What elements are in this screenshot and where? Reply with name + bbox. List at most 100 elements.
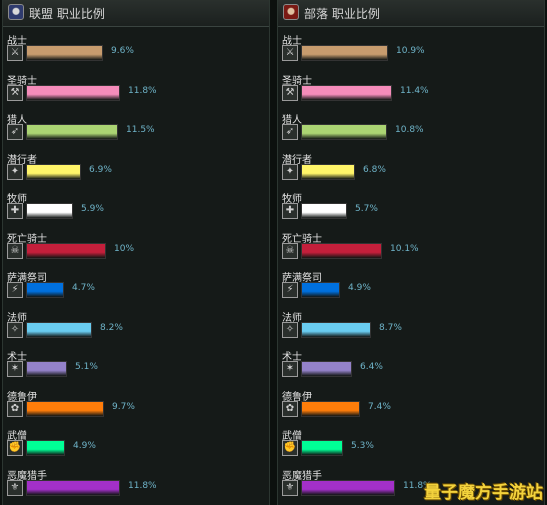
bar-track: 7.4% (301, 400, 481, 417)
percent-label: 9.6% (111, 46, 134, 56)
bar-track: 11.8% (26, 84, 206, 101)
class-bar (26, 400, 104, 417)
class-bar (26, 45, 103, 61)
pentagram-icon: ✶ (282, 361, 298, 377)
staff-icon: ✚ (282, 203, 298, 219)
class-bar (26, 282, 64, 298)
percent-label: 6.8% (363, 164, 386, 175)
totem-icon: ⚡ (282, 282, 298, 298)
class-bar (26, 163, 81, 180)
bar-track: 11.4% (301, 84, 481, 101)
percent-label: 6.4% (360, 362, 383, 372)
percent-label: 11.8% (128, 85, 157, 96)
bar-track: 9.7% (26, 400, 206, 417)
class-row: 死亡骑士 ☠ 10% (3, 230, 269, 268)
bar-track: 4.7% (26, 282, 206, 298)
class-bar (301, 163, 355, 180)
class-bar (26, 203, 73, 219)
class-row: 战士 ⚔ 9.6% (3, 32, 269, 70)
class-row: 术士 ✶ 5.1% (3, 348, 269, 386)
class-row: 战士 ⚔ 10.9% (278, 32, 544, 70)
percent-label: 5.3% (351, 441, 374, 451)
percent-label: 11.5% (126, 125, 155, 135)
hammer-icon: ⚒ (282, 84, 298, 101)
class-row: 潜行者 ✦ 6.8% (278, 151, 544, 189)
class-name-label: 死亡骑士 (7, 233, 47, 245)
class-bar (301, 440, 343, 456)
bar-track: 5.1% (26, 361, 206, 377)
bar-track: 5.7% (301, 203, 481, 219)
class-name-label: 圣骑士 (7, 75, 37, 87)
fist-icon: ✊ (282, 440, 298, 456)
class-name-label: 猎人 (282, 115, 302, 126)
wand-icon: ✧ (282, 321, 298, 338)
class-name-label: 战士 (282, 36, 302, 47)
class-bar (301, 45, 388, 61)
percent-label: 10.9% (396, 46, 425, 56)
percent-label: 10.8% (395, 125, 424, 135)
class-name-label: 恶魔猎手 (282, 470, 322, 482)
class-bar (301, 479, 395, 496)
class-bar (26, 361, 67, 377)
totem-icon: ⚡ (7, 282, 23, 298)
bar-track: 11.5% (26, 124, 206, 140)
class-row: 潜行者 ✦ 6.9% (3, 151, 269, 189)
percent-label: 10% (114, 243, 135, 254)
class-row: 牧师 ✚ 5.7% (278, 190, 544, 228)
class-name-label: 战士 (7, 36, 27, 47)
percent-label: 5.1% (75, 362, 98, 372)
bar-track: 6.9% (26, 163, 206, 180)
class-row: 德鲁伊 ✿ 7.4% (278, 388, 544, 426)
class-bar (26, 242, 106, 259)
bow-icon: ➶ (282, 124, 298, 140)
bar-track: 9.6% (26, 45, 206, 61)
class-name-label: 德鲁伊 (282, 391, 312, 403)
glaive-icon: ⚜ (7, 479, 23, 496)
class-row: 德鲁伊 ✿ 9.7% (3, 388, 269, 426)
class-row: 恶魔猎手 ⚜ 11.8% (278, 467, 544, 505)
class-row: 萨满祭司 ⚡ 4.9% (278, 269, 544, 307)
class-bar (26, 84, 120, 101)
class-name-label: 术士 (282, 352, 302, 363)
class-name-label: 猎人 (7, 115, 27, 126)
staff-icon: ✚ (7, 203, 23, 219)
class-name-label: 萨满祭司 (7, 273, 47, 284)
bar-track: 6.4% (301, 361, 481, 377)
class-name-label: 武僧 (282, 431, 302, 442)
class-bar (301, 124, 387, 140)
class-bar (26, 479, 120, 496)
bar-track: 10.1% (301, 242, 481, 259)
class-name-label: 武僧 (7, 431, 27, 442)
skull-rune-icon: ☠ (282, 242, 298, 259)
class-bar (301, 321, 371, 338)
horde-emblem-icon (283, 4, 299, 20)
class-bar (301, 242, 382, 259)
class-name-label: 恶魔猎手 (7, 470, 47, 482)
hammer-icon: ⚒ (7, 84, 23, 101)
class-row: 武僧 ✊ 4.9% (3, 427, 269, 465)
bow-icon: ➶ (7, 124, 23, 140)
class-row: 圣骑士 ⚒ 11.8% (3, 72, 269, 110)
skull-rune-icon: ☠ (7, 242, 23, 259)
class-name-label: 潜行者 (7, 154, 37, 166)
class-row: 萨满祭司 ⚡ 4.7% (3, 269, 269, 307)
class-row: 死亡骑士 ☠ 10.1% (278, 230, 544, 268)
percent-label: 11.8% (403, 480, 432, 491)
percent-label: 8.2% (100, 322, 123, 333)
class-row: 武僧 ✊ 5.3% (278, 427, 544, 465)
percent-label: 9.7% (112, 401, 135, 412)
class-bar (26, 440, 65, 456)
percent-label: 4.7% (72, 283, 95, 293)
bar-track: 4.9% (301, 282, 481, 298)
class-bar (301, 84, 392, 101)
bar-track: 4.9% (26, 440, 206, 456)
class-row: 圣骑士 ⚒ 11.4% (278, 72, 544, 110)
claw-icon: ✿ (7, 400, 23, 417)
alliance-panel: 联盟 职业比例 战士 ⚔ 9.6% 圣骑士 ⚒ 11.8% 猎人 ➶ 11.5% 潜行者 ✦ 6.9%… (2, 0, 270, 505)
class-name-label: 萨满祭司 (282, 273, 322, 284)
horde-panel-header: 部落 职业比例 (278, 0, 544, 27)
class-name-label: 法师 (7, 312, 27, 324)
bar-track: 11.8% (26, 479, 206, 496)
bar-track: 8.7% (301, 321, 481, 338)
class-row: 法师 ✧ 8.7% (278, 309, 544, 347)
